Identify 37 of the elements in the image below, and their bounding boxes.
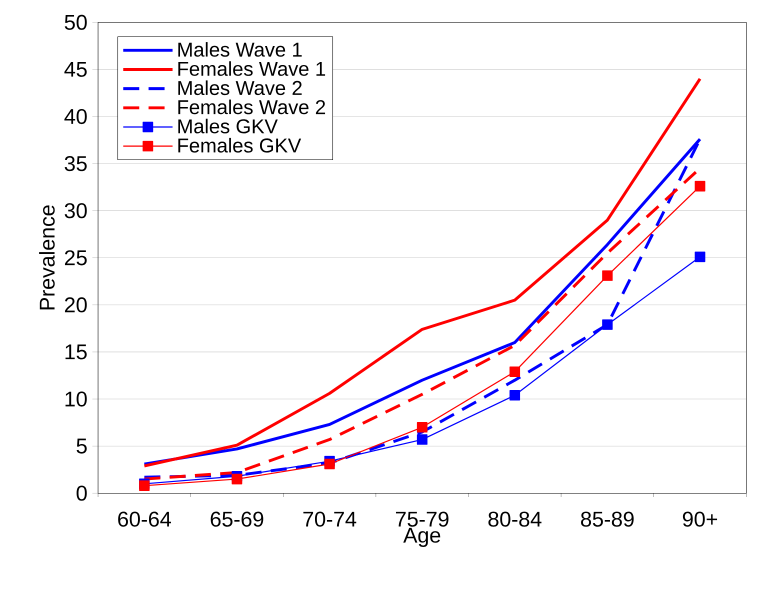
- x-tick-label: 90+: [682, 512, 718, 527]
- legend-label: Males Wave 2: [178, 80, 302, 95]
- legend-label: Females Wave 1: [178, 61, 326, 76]
- x-tick-label: 60-64: [118, 512, 171, 527]
- point: [232, 474, 242, 484]
- x-tick-label: 65-69: [210, 512, 264, 527]
- y-tick-label: 15: [66, 344, 87, 360]
- point: [324, 458, 335, 470]
- y-tick-label: 25: [64, 250, 87, 266]
- y-tick-label: 45: [64, 62, 87, 77]
- point: [416, 434, 428, 445]
- legend-label: Males GKV: [178, 118, 278, 134]
- point: [416, 422, 428, 432]
- x-tick-label: 80-84: [488, 512, 542, 527]
- x-axis-title: Age: [403, 528, 440, 547]
- y-tick-label: 40: [64, 108, 87, 124]
- y-tick-label: 0: [76, 486, 87, 501]
- x-tick-label: 75-79: [396, 512, 448, 527]
- point: [694, 180, 706, 192]
- point: [602, 270, 613, 281]
- x-tick-label: 85-89: [581, 512, 634, 527]
- legend-label: Females GKV: [178, 138, 302, 152]
- point: [510, 366, 520, 377]
- point: [602, 319, 613, 330]
- y-tick-label: 20: [64, 297, 87, 312]
- line-series: [142, 77, 702, 468]
- y-axis-title: Prevalence: [39, 205, 55, 310]
- y-tick-label: 5: [76, 438, 87, 454]
- x-tick-label: 70-74: [303, 512, 356, 527]
- y-tick-label: 30: [64, 203, 87, 218]
- legend-label: Males Wave 1: [178, 42, 302, 57]
- point: [694, 251, 706, 262]
- y-tick-label: 50: [64, 14, 87, 30]
- legend-label: Females Wave 2: [178, 99, 326, 114]
- point: [510, 390, 520, 400]
- y-tick-label: 10: [66, 391, 87, 406]
- y-tick-label: 35: [64, 156, 87, 172]
